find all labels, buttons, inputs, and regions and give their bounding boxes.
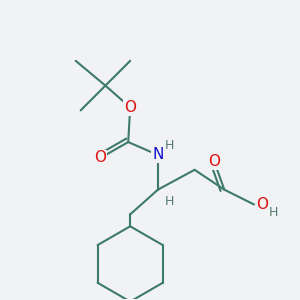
Text: H: H: [165, 139, 175, 152]
Text: O: O: [208, 154, 220, 169]
Text: O: O: [94, 150, 106, 165]
Text: N: N: [152, 148, 164, 163]
Text: O: O: [124, 100, 136, 115]
Text: O: O: [256, 197, 268, 212]
Text: H: H: [165, 195, 175, 208]
Text: H: H: [269, 206, 278, 219]
